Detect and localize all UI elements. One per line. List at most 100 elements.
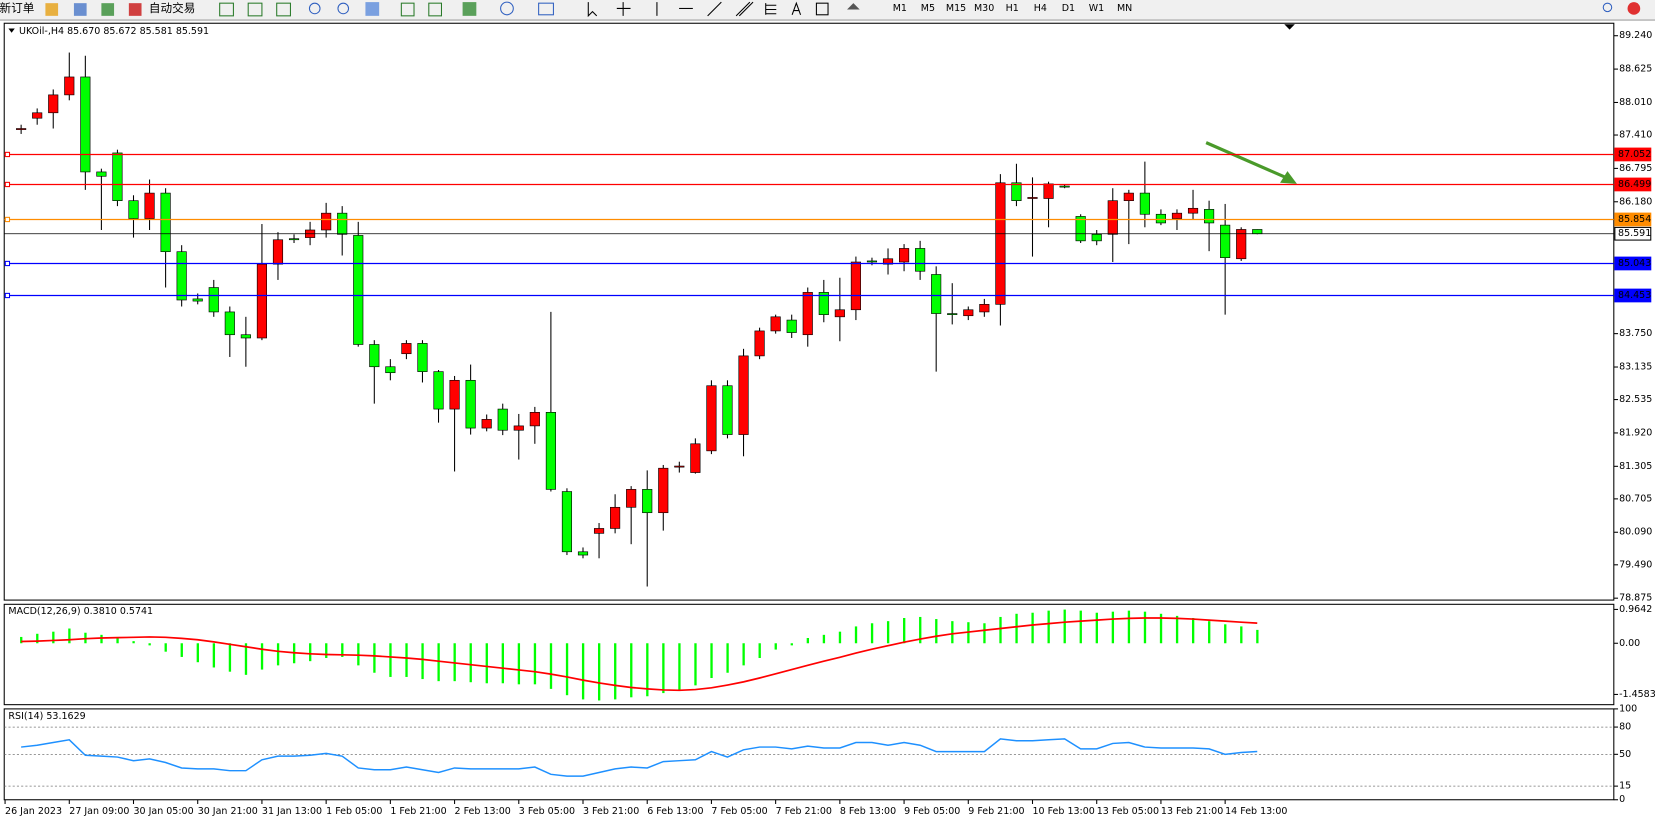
candle-body (48, 94, 59, 114)
timeframe-button[interactable]: H1 (1006, 3, 1019, 14)
search[interactable] (1602, 2, 1613, 13)
macd-bar (614, 643, 617, 700)
trendline-tool[interactable] (707, 1, 722, 17)
timeframe-buttons: M1 M5 M15 M30 H1 H4 D1 W1 MN (893, 3, 1133, 14)
timeframe-button[interactable]: M30 (974, 3, 994, 14)
candle-body (722, 385, 733, 435)
candle-body (288, 238, 300, 241)
macd-bar (1159, 613, 1163, 644)
timeframe-button[interactable]: MN (1117, 3, 1132, 14)
icon[interactable] (247, 2, 263, 17)
icon[interactable] (45, 3, 59, 16)
x-tick-label: 9 Feb 05:00 (904, 806, 960, 817)
macd-bar (180, 643, 183, 657)
icon[interactable] (276, 2, 291, 17)
y-tick-label: 0.9642 (1619, 604, 1652, 615)
y-tick-label: 0.00 (1619, 638, 1640, 649)
candle-body (1027, 197, 1038, 199)
candle-body (1139, 192, 1150, 215)
candle-body (593, 528, 605, 534)
label-tool[interactable] (815, 2, 829, 16)
macd-bar (678, 643, 681, 690)
macd-bar (132, 641, 135, 644)
icon[interactable] (400, 2, 415, 17)
timeframe-button[interactable]: M1 (893, 3, 907, 14)
macd-bar (1143, 611, 1147, 644)
macd-bar (710, 643, 713, 679)
candle-body (1075, 216, 1086, 242)
candle-body (979, 304, 990, 313)
timeframe-button[interactable]: H4 (1034, 3, 1047, 14)
macd-bar (20, 636, 23, 644)
candle-body (144, 192, 155, 219)
timeframe-button[interactable]: M5 (921, 3, 935, 14)
candle-body (321, 212, 332, 231)
notification[interactable] (1627, 2, 1641, 15)
icon[interactable] (101, 3, 115, 16)
channel-tool[interactable] (735, 1, 754, 17)
candle-body (1252, 229, 1263, 235)
macd-bar (886, 621, 890, 644)
x-tick-label: 30 Jan 05:00 (133, 806, 193, 817)
candle-body (1171, 212, 1183, 219)
macd-bar (212, 643, 216, 668)
candle-body (545, 412, 556, 490)
templates[interactable] (538, 2, 554, 16)
macd-bar (228, 643, 232, 672)
auto-trading-button[interactable]: 自动交易 (149, 1, 195, 15)
chart-shift-marker (1284, 24, 1295, 30)
periods[interactable] (500, 1, 514, 16)
y-tick-label: 83.750 (1619, 328, 1652, 339)
candle-body (192, 298, 203, 302)
timeframe-button[interactable]: W1 (1089, 3, 1104, 14)
macd-bar (983, 623, 986, 644)
crosshair-tool[interactable] (616, 2, 631, 16)
candle-body (497, 408, 508, 431)
candle-body (64, 76, 75, 96)
zoom-in[interactable] (308, 2, 321, 15)
macd-bar (1047, 610, 1050, 644)
price-label: 85.591 (1618, 228, 1651, 239)
price-label: 85.043 (1618, 258, 1651, 269)
price-line-handle (4, 260, 11, 267)
timeframe-button[interactable]: D1 (1062, 3, 1075, 14)
icon[interactable] (428, 2, 443, 17)
macd-bar (951, 621, 954, 644)
candle-body (96, 171, 107, 177)
cursor-tool[interactable] (587, 2, 598, 18)
arrows-tool[interactable] (847, 3, 860, 10)
y-tick-label: 80.705 (1619, 493, 1652, 504)
text-tool[interactable] (791, 1, 802, 15)
price-label-box (1614, 147, 1652, 162)
y-tick-label: 78.875 (1619, 593, 1652, 604)
fibo-tool[interactable] (765, 3, 777, 15)
icon[interactable] (219, 2, 234, 17)
candle-body (224, 311, 235, 336)
symbol-menu-arrow (8, 28, 15, 33)
y-tick-label: 83.135 (1619, 362, 1652, 373)
macd-bar (405, 643, 408, 677)
macd-bar (1079, 610, 1082, 644)
macd-bar (357, 643, 360, 666)
price-line-handle (4, 292, 11, 299)
icon[interactable] (73, 3, 87, 16)
icon[interactable] (365, 2, 380, 16)
auto-trading-icon[interactable] (128, 3, 142, 16)
zoom-out[interactable] (337, 2, 350, 15)
candle-body (1091, 234, 1102, 242)
rsi-title: RSI(14) 53.1629 (8, 711, 85, 722)
x-tick-label: 30 Jan 21:00 (198, 806, 258, 817)
candle-body (272, 239, 284, 265)
price-label-box (1614, 256, 1652, 271)
indicators[interactable] (462, 2, 477, 16)
y-tick-label: 86.180 (1619, 196, 1652, 207)
candle-body (770, 316, 781, 332)
timeframe-button[interactable]: M15 (946, 3, 966, 14)
y-tick-label: 82.535 (1619, 394, 1652, 405)
price-label: 84.453 (1618, 290, 1651, 301)
macd-bar (742, 643, 745, 666)
new-order-button[interactable]: 新订单 (0, 1, 35, 15)
candle-body (16, 128, 27, 130)
macd-bar (469, 643, 472, 683)
